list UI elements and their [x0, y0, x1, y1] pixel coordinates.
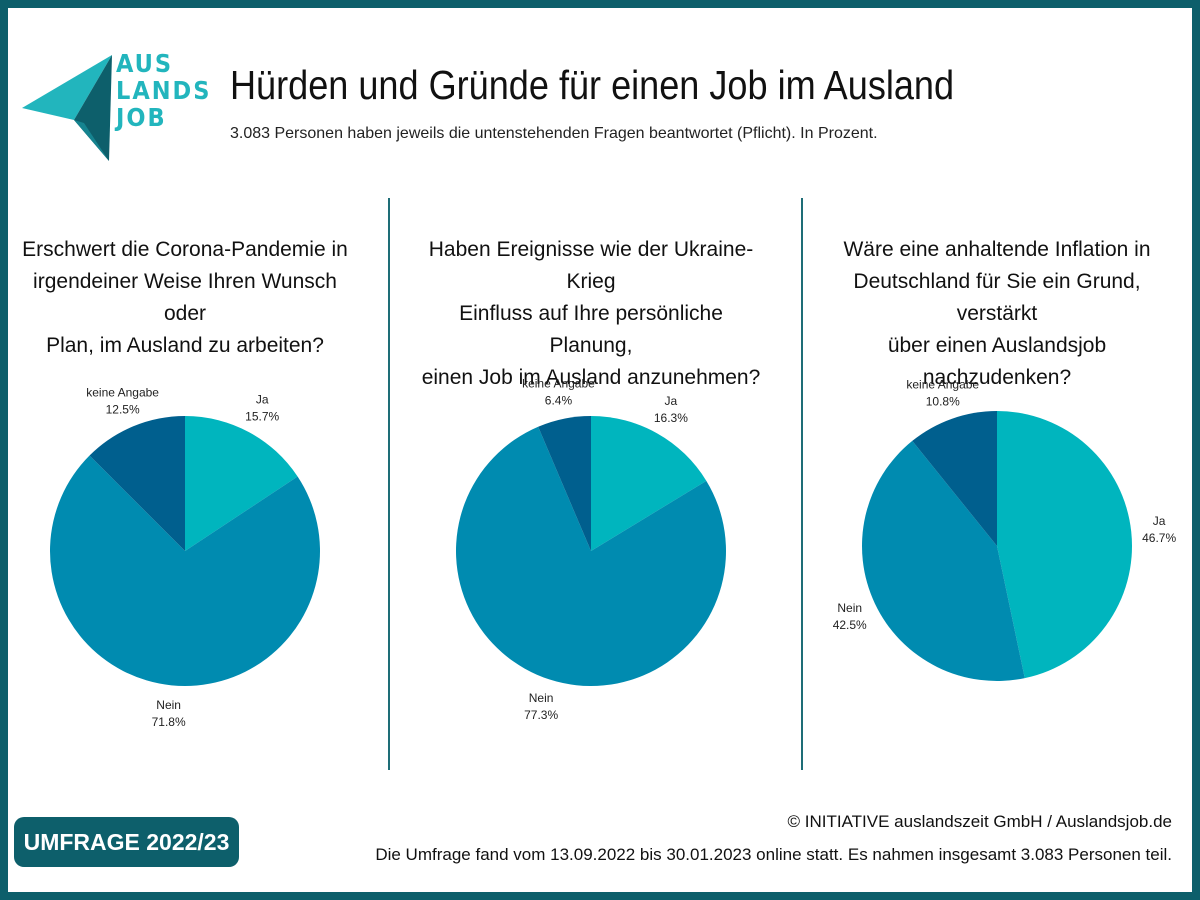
logo-wordmark: AUS LANDS JOB [116, 50, 211, 131]
question-1-line-3: Plan, im Ausland zu arbeiten? [46, 334, 324, 357]
pie-3-label-nein: Nein 42.5% [833, 601, 867, 632]
question-3-line-3: über einen Auslandsjob nachzudenken? [887, 334, 1107, 389]
question-3: Wäre eine anhaltende Inflation in Deutsc… [827, 234, 1167, 394]
pie-1-slice-ja [185, 416, 298, 551]
pie-2-label-keine-angabe: keine Angabe 6.4% [522, 376, 595, 407]
pie-1-label-keine-angabe: keine Angabe 12.5% [86, 385, 159, 416]
page-title: Hürden und Gründe für einen Job im Ausla… [230, 62, 955, 108]
logo-line-3: JOB [116, 103, 167, 132]
survey-footnote: Die Umfrage fand vom 13.09.2022 bis 30.0… [375, 845, 1172, 864]
page-subtitle: 3.083 Personen haben jeweils die untenst… [230, 125, 878, 142]
question-2-line-1: Haben Ereignisse wie der Ukraine-Krieg [428, 238, 754, 293]
pie-1-label-nein: Nein 71.8% [152, 698, 186, 729]
pie-2-slice-keine-angabe [538, 416, 591, 551]
question-2: Haben Ereignisse wie der Ukraine-Krieg E… [421, 234, 761, 394]
copyright: © INITIATIVE auslandszeit GmbH / Ausland… [787, 812, 1173, 831]
pie-3-slice-nein [861, 440, 1025, 681]
auslandsjob-logo-icon [22, 55, 112, 161]
pie-2-label-nein: Nein 77.3% [524, 691, 558, 722]
question-2-line-2: Einfluss auf Ihre persönliche Planung, [459, 302, 723, 357]
pie-1-label-ja: Ja 15.7% [245, 392, 279, 423]
question-1: Erschwert die Corona-Pandemie in irgende… [15, 234, 355, 362]
column-divider-1 [388, 198, 390, 770]
pie-2-label-ja: Ja 16.3% [654, 394, 688, 425]
pie-1-slice-nein [49, 455, 320, 686]
survey-badge: UMFRAGE 2022/23 [14, 817, 239, 867]
logo-line-2: LANDS [116, 76, 212, 105]
question-2-line-3: einen Job im Ausland anzunehmen? [421, 366, 761, 389]
question-1-line-1: Erschwert die Corona-Pandemie in [22, 238, 348, 261]
question-3-line-1: Wäre eine anhaltende Inflation in [843, 238, 1151, 261]
pie-1-slice-keine-angabe [89, 416, 185, 551]
pie-3-label-ja: Ja 46.7% [1142, 514, 1176, 545]
pie-3-slice-ja [997, 411, 1132, 679]
column-divider-2 [801, 198, 803, 770]
question-1-line-2: irgendeiner Weise Ihren Wunsch oder [33, 270, 337, 325]
question-3-line-2: Deutschland für Sie ein Grund, verstärkt [853, 270, 1141, 325]
logo-line-1: AUS [116, 49, 174, 78]
pie-2-slice-nein [456, 426, 726, 686]
pie-2-slice-ja [591, 416, 707, 551]
pie-3-label-keine-angabe: keine Angabe 10.8% [906, 377, 979, 408]
pie-3-slice-keine-angabe [912, 411, 997, 546]
